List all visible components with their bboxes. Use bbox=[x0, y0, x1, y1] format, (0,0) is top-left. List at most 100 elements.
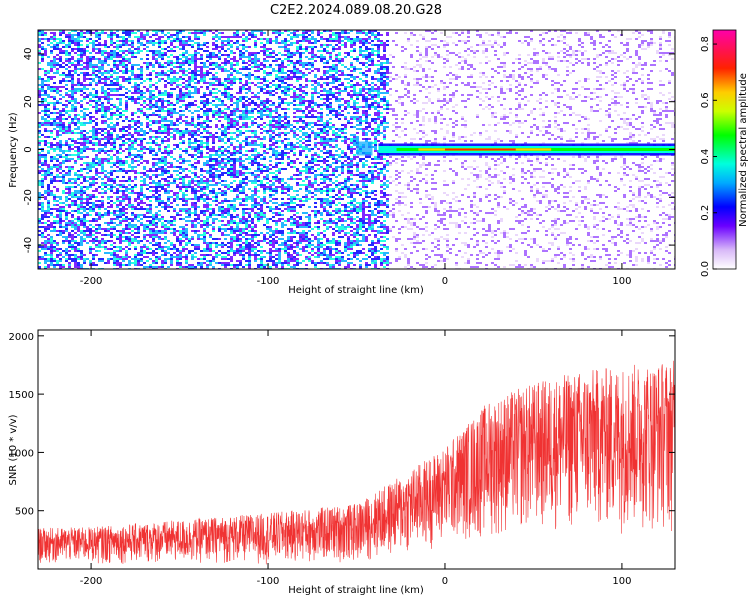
spectrogram-cell bbox=[86, 114, 89, 116]
spectrogram-cell bbox=[131, 258, 134, 260]
spectrogram-cell bbox=[146, 116, 149, 118]
spectrogram-cell bbox=[203, 50, 206, 52]
spectrogram-cell bbox=[200, 180, 203, 182]
spectrogram-cell bbox=[41, 68, 44, 70]
spectrogram-cell bbox=[212, 238, 215, 240]
spectrogram-cell bbox=[239, 192, 242, 194]
spectrogram-cell bbox=[140, 112, 143, 114]
spectrogram-cell bbox=[86, 202, 89, 204]
spectrogram-cell bbox=[191, 124, 194, 126]
spectrogram-cell bbox=[80, 194, 83, 196]
spectrogram-cell bbox=[95, 136, 98, 138]
spectrogram-cell bbox=[254, 202, 257, 204]
spectrogram-cell bbox=[254, 178, 257, 180]
spectrogram-cell bbox=[164, 128, 167, 130]
spectrogram-cell bbox=[74, 256, 77, 258]
spectrogram-cell bbox=[77, 248, 80, 250]
spectrogram-cell bbox=[191, 130, 194, 132]
spectrogram-cell bbox=[62, 178, 65, 180]
spectrogram-cell bbox=[248, 258, 251, 260]
spectrogram-cell bbox=[125, 220, 128, 222]
spectrogram-cell bbox=[212, 140, 215, 142]
spectrogram-cell bbox=[245, 198, 248, 200]
spectrogram-cell bbox=[212, 184, 215, 186]
spectrogram-cell bbox=[167, 190, 170, 192]
spectrogram-cell bbox=[122, 110, 125, 112]
spectrogram-cell bbox=[83, 66, 86, 68]
spectrogram-cell bbox=[104, 108, 107, 110]
spectrogram-cell bbox=[110, 70, 113, 72]
spectrogram-cell bbox=[140, 176, 143, 178]
spectrogram-cell bbox=[137, 150, 140, 152]
spectrogram-cell bbox=[41, 248, 44, 250]
spectrogram-cell bbox=[116, 246, 119, 248]
spectrogram-cell bbox=[143, 146, 146, 148]
spectrogram-cell bbox=[242, 122, 245, 124]
spectrogram-cell bbox=[257, 110, 260, 112]
spectrogram-cell bbox=[38, 246, 41, 248]
spectrogram-cell bbox=[170, 136, 173, 138]
spectrogram-cell bbox=[134, 56, 137, 58]
spectrogram-cell bbox=[152, 244, 155, 246]
spectrogram-cell bbox=[95, 144, 98, 146]
spectrogram-cell bbox=[242, 118, 245, 120]
spectrogram-cell bbox=[119, 202, 122, 204]
spectrogram-cell bbox=[77, 170, 80, 172]
spectrogram-cell bbox=[44, 198, 47, 200]
spectrogram-cell bbox=[224, 252, 227, 254]
spectrogram-cell bbox=[65, 198, 68, 200]
spectrogram-cell bbox=[125, 104, 128, 106]
spectrogram-cell bbox=[209, 120, 212, 122]
spectrogram-cell bbox=[200, 56, 203, 58]
spectrogram-cell bbox=[170, 84, 173, 86]
spectrogram-cell bbox=[44, 228, 47, 230]
spectrogram-cell bbox=[248, 264, 251, 266]
spectrogram-cell bbox=[98, 58, 101, 60]
spectrogram-cell bbox=[155, 252, 158, 254]
spectrogram-cell bbox=[131, 242, 134, 244]
spectrogram-cell bbox=[146, 224, 149, 226]
spectrogram-cell bbox=[206, 210, 209, 212]
spectrogram-cell bbox=[233, 82, 236, 84]
spectrogram-cell bbox=[77, 122, 80, 124]
spectrogram-cell bbox=[101, 188, 104, 190]
spectrogram-cell bbox=[62, 74, 65, 76]
spectrogram-cell bbox=[59, 168, 62, 170]
spectrogram-cell bbox=[149, 196, 152, 198]
spectrogram-cell bbox=[233, 102, 236, 104]
spectrogram-cell bbox=[182, 230, 185, 232]
spectrogram-cell bbox=[197, 46, 200, 48]
spectrogram-cell bbox=[245, 138, 248, 140]
spectrogram-cell bbox=[59, 48, 62, 50]
spectrogram-cell bbox=[101, 200, 104, 202]
spectrogram-cell bbox=[140, 194, 143, 196]
spectrogram-cell bbox=[50, 70, 53, 72]
spectrogram-cell bbox=[227, 222, 230, 224]
spectrogram-cell bbox=[248, 168, 251, 170]
spectrogram-cell bbox=[143, 252, 146, 254]
spectrogram-cell bbox=[140, 110, 143, 112]
spectrogram-cell bbox=[41, 170, 44, 172]
spectrogram-cell bbox=[155, 224, 158, 226]
spectrogram-cell bbox=[98, 172, 101, 174]
spectrogram-cell bbox=[152, 228, 155, 230]
spectrogram-cell bbox=[74, 118, 77, 120]
spectrogram-cell bbox=[104, 94, 107, 96]
spectrogram-cell bbox=[179, 252, 182, 254]
spectrogram-cell bbox=[212, 176, 215, 178]
spectrogram-cell bbox=[110, 88, 113, 90]
spectrogram-cell bbox=[149, 86, 152, 88]
spectrogram-cell bbox=[140, 172, 143, 174]
spectrogram-cell bbox=[230, 104, 233, 106]
spectrogram-cell bbox=[74, 264, 77, 266]
spectrogram-cell bbox=[80, 148, 83, 150]
spectrogram-cell bbox=[44, 32, 47, 34]
spectrogram-cell bbox=[188, 144, 191, 146]
spectrogram-cell bbox=[50, 192, 53, 194]
spectrogram-cell bbox=[176, 166, 179, 168]
spectrogram-cell bbox=[128, 218, 131, 220]
spectrogram-cell bbox=[134, 226, 137, 228]
spectrogram-cell bbox=[245, 124, 248, 126]
spectrogram-cell bbox=[47, 76, 50, 78]
spectrogram-cell bbox=[251, 236, 254, 238]
